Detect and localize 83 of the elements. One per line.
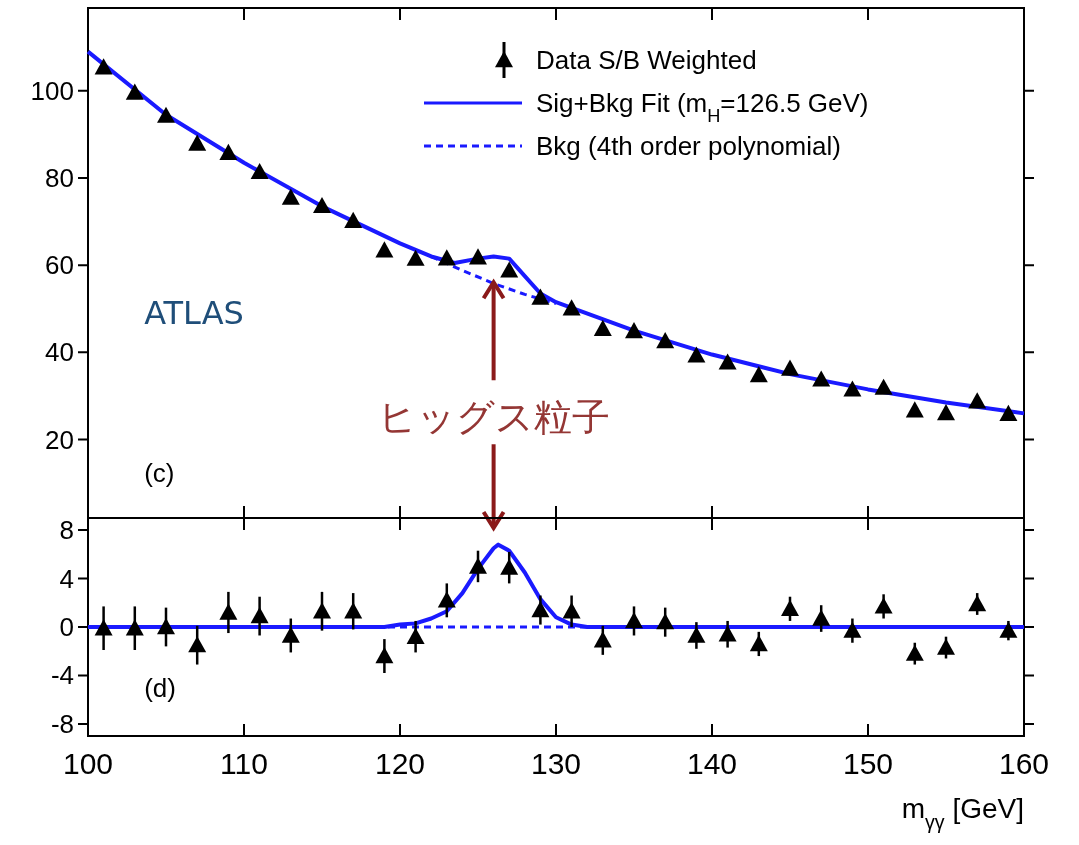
x-axis-title: m$_{γγ}$ [GeV] xyxy=(901,793,1024,833)
annotation: ATLAS xyxy=(144,294,244,333)
point xyxy=(188,134,207,151)
x-tick-label: 130 xyxy=(530,747,582,780)
point xyxy=(94,58,113,75)
point xyxy=(999,404,1018,422)
y-tick-label: 40 xyxy=(45,337,74,368)
point xyxy=(469,248,487,265)
point xyxy=(562,299,581,316)
x-tick-label: 120 xyxy=(374,747,426,780)
annotation: (d) xyxy=(144,672,176,703)
y-tick-label: 4 xyxy=(59,563,74,594)
point xyxy=(874,597,893,614)
point xyxy=(406,627,425,644)
y-tick-label: -4 xyxy=(50,660,74,691)
point xyxy=(937,403,955,421)
y-tick-label: 0 xyxy=(59,612,74,642)
point xyxy=(718,353,737,370)
point xyxy=(188,636,207,653)
point xyxy=(781,359,799,376)
point xyxy=(344,602,363,619)
point xyxy=(625,322,643,339)
point xyxy=(968,392,987,409)
point xyxy=(125,83,144,100)
point xyxy=(812,609,831,626)
point xyxy=(406,249,425,266)
point xyxy=(749,634,768,652)
point xyxy=(250,162,269,180)
point xyxy=(281,626,300,643)
point xyxy=(500,261,519,278)
point xyxy=(937,638,955,655)
point xyxy=(375,241,394,258)
point xyxy=(843,621,862,638)
point xyxy=(718,625,737,642)
point xyxy=(469,557,487,574)
point xyxy=(94,619,113,636)
point xyxy=(749,366,768,383)
x-tick-label: 140 xyxy=(686,747,738,780)
point xyxy=(125,619,144,636)
y-tick-label: 60 xyxy=(45,250,74,281)
point xyxy=(593,631,612,648)
y-tick-label: -8 xyxy=(50,708,74,739)
annotation: (c) xyxy=(144,458,175,489)
point xyxy=(219,143,238,160)
point xyxy=(531,601,550,618)
point xyxy=(905,644,924,661)
point xyxy=(656,613,675,630)
point xyxy=(437,591,456,608)
point xyxy=(687,346,706,363)
point xyxy=(313,196,331,214)
x-tick-label: 160 xyxy=(998,747,1050,780)
point xyxy=(281,188,300,205)
point xyxy=(531,288,550,305)
point xyxy=(219,603,238,620)
point xyxy=(781,599,799,617)
x-tick-label: 110 xyxy=(220,747,268,780)
y-tick-label: 20 xyxy=(45,424,74,455)
point xyxy=(593,319,612,337)
point xyxy=(968,594,987,612)
y-tick-label: 100 xyxy=(30,75,74,106)
point xyxy=(157,618,175,635)
point xyxy=(905,401,924,418)
point xyxy=(843,380,862,397)
point xyxy=(687,626,706,643)
point xyxy=(562,602,581,619)
x-tick-label: 150 xyxy=(842,747,894,780)
point xyxy=(999,621,1018,638)
point xyxy=(437,249,456,266)
legend-label: Sig+Bkg Fit (m$_{H}$=126.5 GeV) xyxy=(536,88,869,126)
y-tick-label: 80 xyxy=(45,163,74,193)
annotation: ヒッグス粒子 xyxy=(377,395,610,440)
legend-label: Data S/B Weighted xyxy=(536,45,757,75)
point xyxy=(500,558,519,575)
point xyxy=(874,378,893,395)
point xyxy=(375,647,394,664)
y-tick-label: 8 xyxy=(59,515,74,546)
point xyxy=(812,370,831,387)
point xyxy=(250,607,269,624)
point xyxy=(656,332,675,349)
point xyxy=(157,106,175,123)
point xyxy=(344,211,363,228)
legend-label: Bkg (4th order polynomial) xyxy=(536,131,841,161)
point xyxy=(313,602,331,619)
